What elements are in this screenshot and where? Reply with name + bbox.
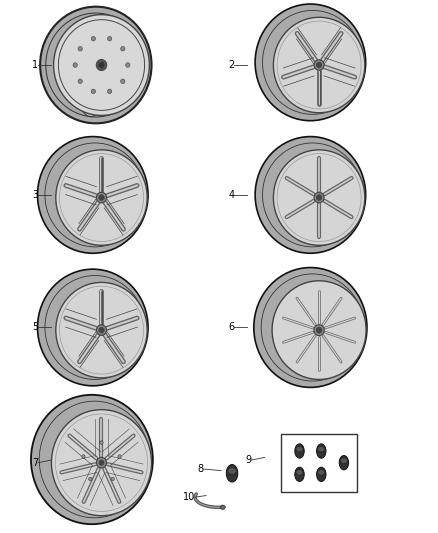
Text: 4: 4 [228,190,234,200]
Text: 1: 1 [32,60,39,70]
Text: 6: 6 [228,322,234,333]
Text: 8: 8 [198,464,204,474]
Bar [281,433,357,492]
Ellipse shape [255,4,366,120]
Ellipse shape [120,79,125,84]
Ellipse shape [88,477,92,481]
Ellipse shape [314,325,324,336]
Ellipse shape [96,457,106,468]
Ellipse shape [107,36,112,41]
Ellipse shape [38,269,148,386]
Ellipse shape [99,327,104,333]
Ellipse shape [96,325,106,335]
Ellipse shape [120,46,125,51]
Ellipse shape [96,60,107,70]
Ellipse shape [339,456,349,470]
Ellipse shape [254,268,367,387]
Ellipse shape [73,63,78,67]
Ellipse shape [314,192,324,203]
Ellipse shape [295,467,304,481]
Ellipse shape [296,446,303,452]
Ellipse shape [226,465,238,482]
Ellipse shape [296,470,303,475]
Ellipse shape [96,192,106,203]
Ellipse shape [74,24,107,117]
Text: 7: 7 [32,458,39,467]
Ellipse shape [316,62,322,68]
Ellipse shape [228,467,237,474]
Ellipse shape [126,63,130,67]
Ellipse shape [91,36,95,41]
Ellipse shape [273,17,365,113]
Text: 9: 9 [246,455,252,465]
Ellipse shape [91,89,95,94]
Text: 5: 5 [32,322,39,333]
Ellipse shape [51,410,152,516]
Ellipse shape [318,446,325,452]
Ellipse shape [56,150,147,245]
Ellipse shape [255,136,366,253]
Text: 10: 10 [183,492,195,502]
Ellipse shape [99,460,104,465]
Ellipse shape [111,477,114,481]
Ellipse shape [38,136,148,253]
Ellipse shape [317,444,326,458]
Ellipse shape [118,455,121,458]
Text: 3: 3 [32,190,39,200]
Ellipse shape [316,327,322,333]
Ellipse shape [314,60,324,70]
Ellipse shape [316,195,322,200]
Ellipse shape [31,395,153,524]
Ellipse shape [295,444,304,458]
Ellipse shape [56,282,147,378]
Ellipse shape [40,7,152,123]
Ellipse shape [82,455,85,458]
Ellipse shape [220,505,226,510]
Ellipse shape [272,281,366,379]
Ellipse shape [317,467,326,481]
Ellipse shape [53,14,149,115]
Ellipse shape [78,46,82,51]
Ellipse shape [99,195,104,200]
Ellipse shape [273,150,365,245]
Ellipse shape [318,470,325,475]
Ellipse shape [78,79,82,84]
Ellipse shape [99,62,104,68]
Ellipse shape [100,441,103,445]
Text: 2: 2 [228,60,234,70]
Ellipse shape [340,458,347,464]
Ellipse shape [107,89,112,94]
